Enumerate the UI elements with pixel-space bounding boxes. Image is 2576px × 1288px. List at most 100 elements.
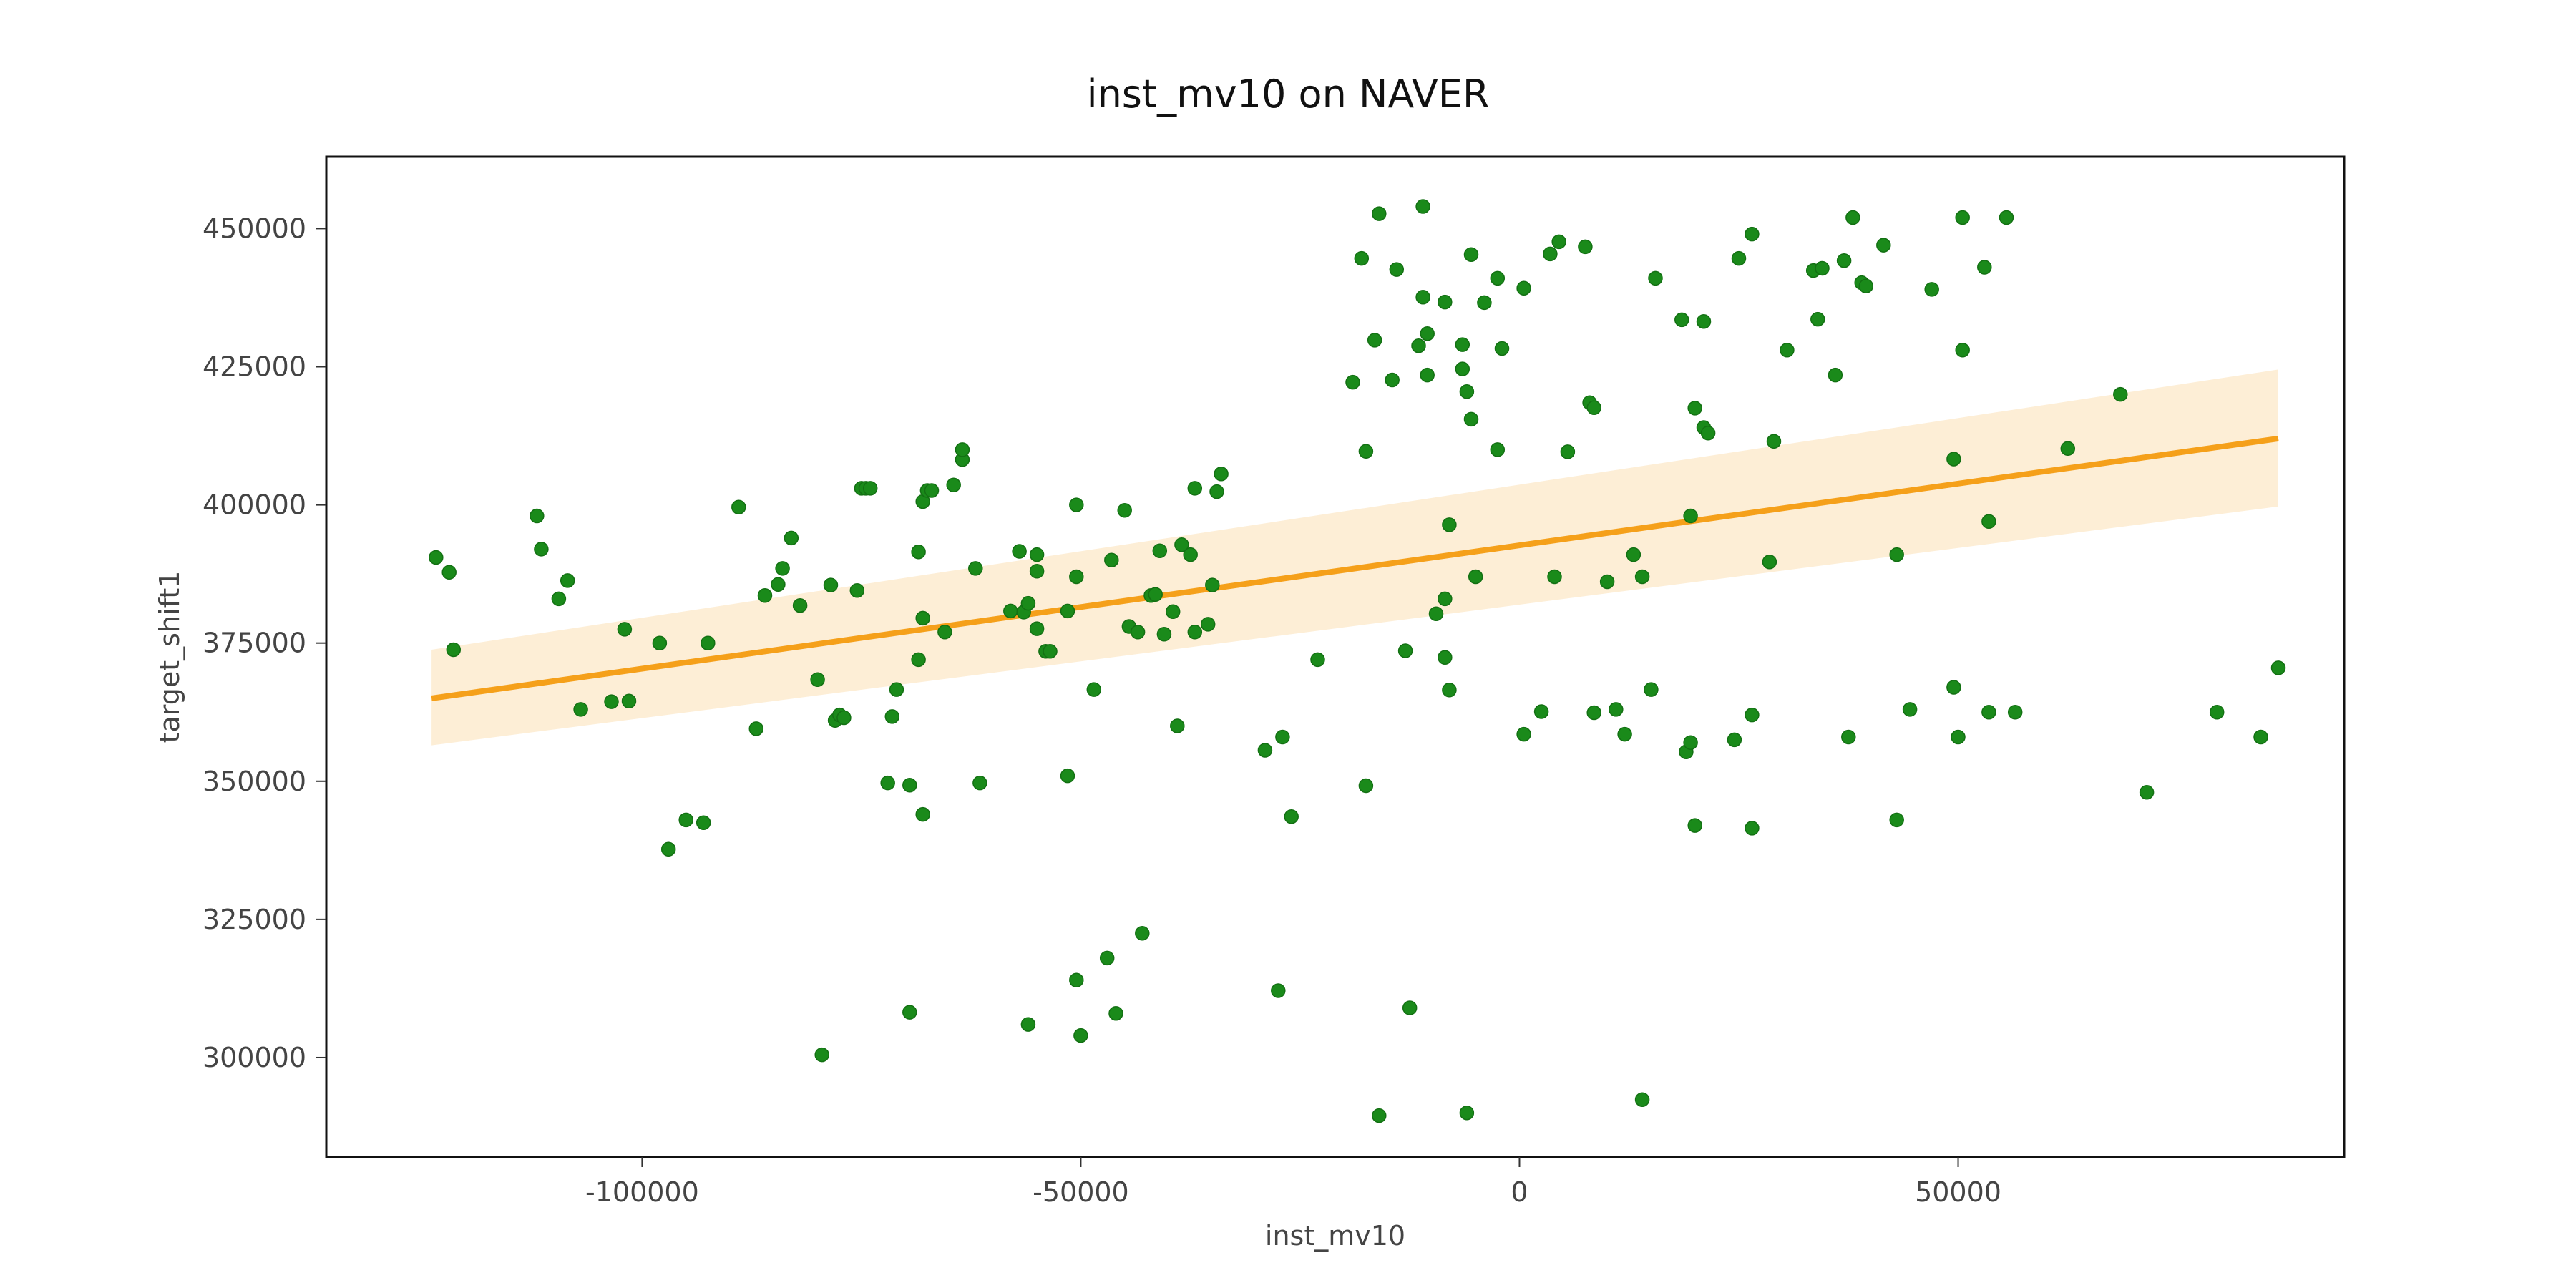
data-point — [1043, 644, 1058, 659]
data-point — [1345, 374, 1360, 390]
data-point — [1889, 547, 1904, 562]
data-point — [1999, 210, 2014, 225]
data-point — [1634, 569, 1650, 585]
data-point — [1455, 337, 1470, 352]
data-point — [1902, 702, 1918, 717]
data-point — [1402, 1000, 1418, 1015]
data-point — [849, 583, 865, 598]
data-point — [972, 775, 987, 791]
data-point — [1533, 704, 1549, 719]
data-point — [1946, 680, 1961, 695]
data-point — [1634, 1092, 1650, 1107]
data-point — [1397, 643, 1413, 658]
points-layer — [429, 199, 2286, 1123]
data-point — [1609, 702, 1624, 717]
data-point — [1187, 624, 1203, 640]
y-tick-label: 375000 — [203, 628, 306, 659]
data-point — [1810, 311, 1825, 327]
data-point — [1003, 603, 1018, 619]
data-point — [911, 544, 926, 560]
confidence-band-layer — [431, 369, 2278, 746]
data-point — [652, 635, 668, 650]
data-point — [1130, 624, 1146, 640]
y-tick-label: 425000 — [203, 351, 306, 383]
data-point — [1372, 206, 1387, 221]
data-point — [1165, 604, 1181, 619]
data-point — [1981, 514, 1996, 530]
data-point — [1599, 574, 1615, 590]
data-point — [1411, 338, 1426, 353]
data-point — [1108, 1005, 1123, 1021]
data-point — [1442, 517, 1457, 532]
data-point — [621, 693, 637, 709]
data-point — [1428, 606, 1444, 622]
data-point — [915, 610, 930, 626]
data-point — [696, 815, 711, 830]
data-point — [1687, 401, 1702, 416]
data-point — [2209, 704, 2225, 720]
data-point — [771, 577, 786, 592]
data-point — [1644, 682, 1659, 697]
data-point — [1358, 778, 1374, 794]
y-tick-label: 300000 — [203, 1042, 306, 1073]
data-point — [1696, 313, 1712, 329]
data-point — [551, 591, 567, 607]
data-point — [1700, 425, 1716, 441]
data-point — [1372, 1108, 1387, 1123]
plot-frame — [325, 155, 2346, 1158]
data-point — [1745, 226, 1760, 242]
data-point — [1683, 508, 1698, 524]
data-point — [889, 682, 904, 697]
data-point — [1438, 294, 1453, 310]
data-point — [1069, 972, 1084, 988]
data-point — [1841, 729, 1856, 745]
data-point — [1815, 260, 1830, 276]
data-point — [1438, 650, 1453, 665]
data-point — [1420, 326, 1435, 341]
data-point — [731, 499, 746, 514]
data-point — [1420, 367, 1435, 383]
y-axis-label: target_shift1 — [154, 571, 185, 743]
data-point — [1745, 821, 1760, 836]
data-point — [1135, 925, 1150, 941]
data-point — [1626, 547, 1641, 562]
data-point — [1200, 617, 1216, 632]
data-point — [530, 508, 545, 524]
y-tick-label: 450000 — [203, 213, 306, 244]
data-point — [1214, 467, 1229, 482]
data-point — [1946, 452, 1961, 467]
data-point — [1951, 729, 1966, 745]
data-point — [880, 775, 895, 791]
data-point — [1069, 569, 1084, 585]
data-point — [534, 542, 549, 557]
data-point — [1745, 707, 1760, 723]
data-point — [1578, 239, 1593, 255]
data-point — [1516, 280, 1531, 296]
chart-title: inst_mv10 on NAVER — [1087, 72, 1490, 117]
data-point — [573, 702, 588, 717]
data-point — [1156, 627, 1172, 642]
data-point — [1683, 735, 1698, 750]
data-point — [1069, 497, 1084, 512]
data-point — [924, 483, 940, 498]
data-point — [2113, 386, 2128, 402]
data-point — [560, 573, 575, 588]
data-point — [1029, 547, 1045, 562]
data-point — [1209, 484, 1224, 499]
data-point — [1438, 591, 1453, 607]
data-point — [902, 777, 917, 793]
x-tick-label: 0 — [1511, 1176, 1528, 1208]
data-point — [1560, 444, 1576, 459]
data-point — [701, 635, 716, 650]
data-point — [1955, 210, 1970, 225]
data-point — [617, 622, 633, 637]
data-point — [784, 530, 799, 546]
data-point — [1104, 552, 1119, 568]
data-point — [1020, 595, 1036, 611]
data-point — [757, 588, 773, 603]
data-point — [1275, 729, 1290, 745]
data-point — [1490, 270, 1506, 286]
y-ticks: 300000 325000 350000 375000 400000 425000 4500… — [203, 213, 326, 1073]
data-point — [1836, 253, 1852, 268]
